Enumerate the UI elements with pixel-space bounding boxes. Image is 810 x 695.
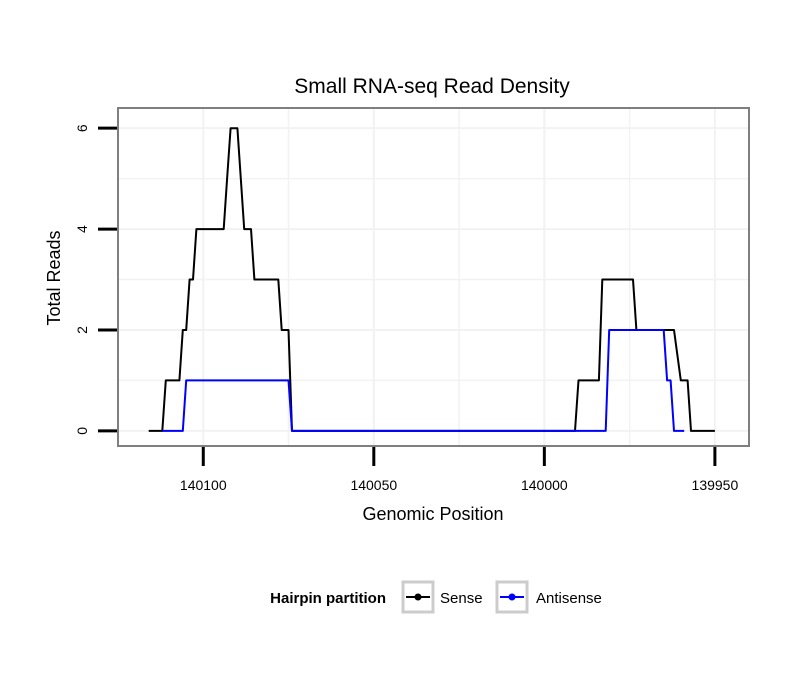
series-lines [148,127,715,432]
legend-label-sense: Sense [440,590,483,607]
legend-marker-antisense [508,593,516,601]
x-tick-label: 140100 [180,477,227,493]
legend-title: Hairpin partition [270,590,386,607]
legend-marker-sense [414,593,422,601]
chart-title: Small RNA-seq Read Density [294,75,570,98]
y-tick-label: 6 [74,124,90,132]
y-axis-label: Total Reads [44,230,64,325]
plot-border [117,107,750,447]
y-tick-label: 2 [74,326,90,334]
y-tick-label: 0 [74,427,90,435]
series-line-sense [148,127,715,432]
y-tick-label: 4 [74,225,90,233]
x-tick-label: 140050 [350,477,397,493]
legend: Hairpin partition Sense Antisense [270,580,602,614]
plot-panel [118,108,749,446]
x-axis-label: Genomic Position [362,504,503,524]
x-axis: 140100 140050 140000 139950 [180,447,739,493]
series-line-antisense [162,329,685,432]
y-axis: 0 2 4 6 [74,124,117,435]
x-tick-label: 139950 [692,477,739,493]
grid-lines [118,108,749,446]
legend-label-antisense: Antisense [536,590,602,607]
x-tick-label: 140000 [521,477,568,493]
